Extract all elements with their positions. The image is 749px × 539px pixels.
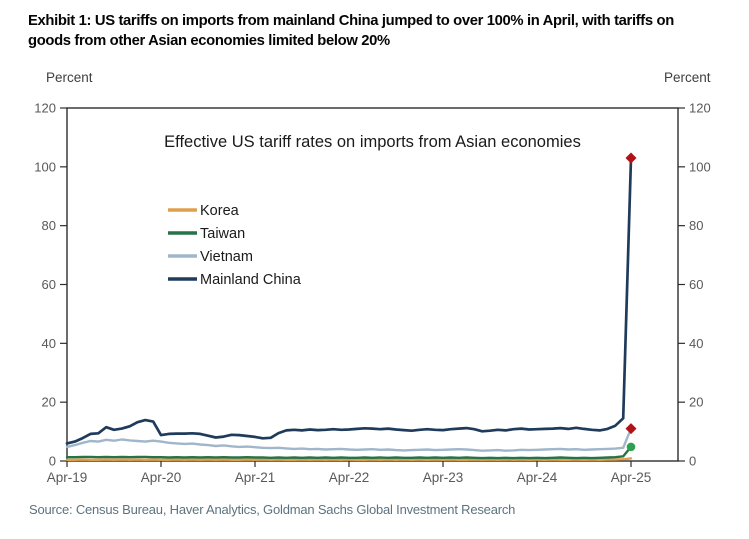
- y-axis-unit-left: Percent: [46, 70, 93, 85]
- y-tick-label-right: 120: [689, 101, 711, 116]
- y-tick-label-right: 80: [689, 218, 703, 233]
- y-tick-label-left: 0: [49, 454, 56, 469]
- x-tick-label: Apr-25: [611, 470, 652, 485]
- x-tick-label: Apr-19: [47, 470, 88, 485]
- x-tick-label: Apr-23: [423, 470, 464, 485]
- series-line-vietnam: [65, 427, 633, 452]
- y-tick-label-right: 0: [689, 454, 696, 469]
- series-line-taiwan: [65, 445, 633, 460]
- y-tick-label-left: 40: [42, 336, 56, 351]
- y-axis-unit-right: Percent: [664, 70, 711, 85]
- y-tick-label-right: 100: [689, 159, 711, 174]
- y-tick-label-left: 80: [42, 218, 56, 233]
- end-marker-taiwan: [626, 442, 636, 452]
- legend-label-korea: Korea: [200, 203, 240, 219]
- y-tick-label-left: 100: [34, 159, 56, 174]
- y-tick-label-right: 60: [689, 277, 703, 292]
- end-marker-mainland-china: [625, 152, 637, 164]
- x-tick-label: Apr-20: [141, 470, 182, 485]
- legend-label-mainland-china: Mainland China: [200, 272, 302, 288]
- x-tick-label: Apr-24: [517, 470, 558, 485]
- y-tick-label-right: 20: [689, 395, 703, 410]
- exhibit-title: Exhibit 1: US tariffs on imports from ma…: [28, 11, 674, 51]
- end-marker-vietnam: [625, 423, 637, 435]
- plot-border: [66, 107, 679, 462]
- y-tick-label-left: 20: [42, 395, 56, 410]
- legend-label-taiwan: Taiwan: [200, 226, 245, 242]
- chart-title: Effective US tariff rates on imports fro…: [164, 133, 581, 151]
- x-tick-label: Apr-21: [235, 470, 276, 485]
- x-tick-label: Apr-22: [329, 470, 370, 485]
- exhibit-title-line1: Exhibit 1: US tariffs on imports from ma…: [28, 13, 674, 29]
- legend-label-vietnam: Vietnam: [200, 249, 253, 265]
- y-tick-label-right: 40: [689, 336, 703, 351]
- series-line-korea: [65, 457, 633, 461]
- exhibit-title-line2: goods from other Asian economies limited…: [28, 33, 390, 49]
- source-note: Source: Census Bureau, Haver Analytics, …: [29, 502, 516, 517]
- y-tick-label-left: 120: [34, 101, 56, 116]
- series-line-mainland-china: [65, 156, 633, 445]
- y-tick-label-left: 60: [42, 277, 56, 292]
